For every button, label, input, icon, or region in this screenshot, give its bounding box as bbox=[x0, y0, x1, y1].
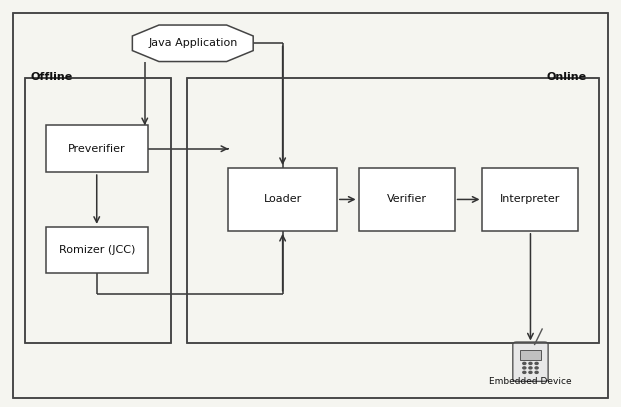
Bar bbox=[483, 168, 579, 231]
Text: Online: Online bbox=[546, 72, 586, 82]
Circle shape bbox=[523, 367, 526, 369]
Bar bbox=[25, 78, 171, 344]
Polygon shape bbox=[132, 25, 253, 61]
Circle shape bbox=[529, 362, 532, 364]
Bar bbox=[45, 125, 148, 172]
Circle shape bbox=[529, 367, 532, 369]
Text: Loader: Loader bbox=[263, 195, 302, 204]
Circle shape bbox=[523, 371, 526, 373]
Text: Preverifier: Preverifier bbox=[68, 144, 125, 154]
Text: Offline: Offline bbox=[30, 72, 73, 82]
Text: Verifier: Verifier bbox=[386, 195, 427, 204]
Bar bbox=[358, 168, 455, 231]
Bar bbox=[186, 78, 599, 344]
Bar bbox=[229, 168, 337, 231]
FancyBboxPatch shape bbox=[520, 350, 541, 360]
Circle shape bbox=[535, 362, 538, 364]
Circle shape bbox=[529, 371, 532, 373]
Text: Romizer (JCC): Romizer (JCC) bbox=[58, 245, 135, 255]
Circle shape bbox=[535, 371, 538, 373]
Circle shape bbox=[535, 367, 538, 369]
Bar bbox=[25, 78, 171, 344]
Bar bbox=[186, 78, 599, 344]
FancyBboxPatch shape bbox=[513, 342, 548, 381]
Circle shape bbox=[523, 362, 526, 364]
Text: Java Application: Java Application bbox=[148, 38, 237, 48]
Text: Embedded Device: Embedded Device bbox=[489, 377, 572, 386]
Text: Interpreter: Interpreter bbox=[501, 195, 561, 204]
Bar bbox=[45, 227, 148, 274]
